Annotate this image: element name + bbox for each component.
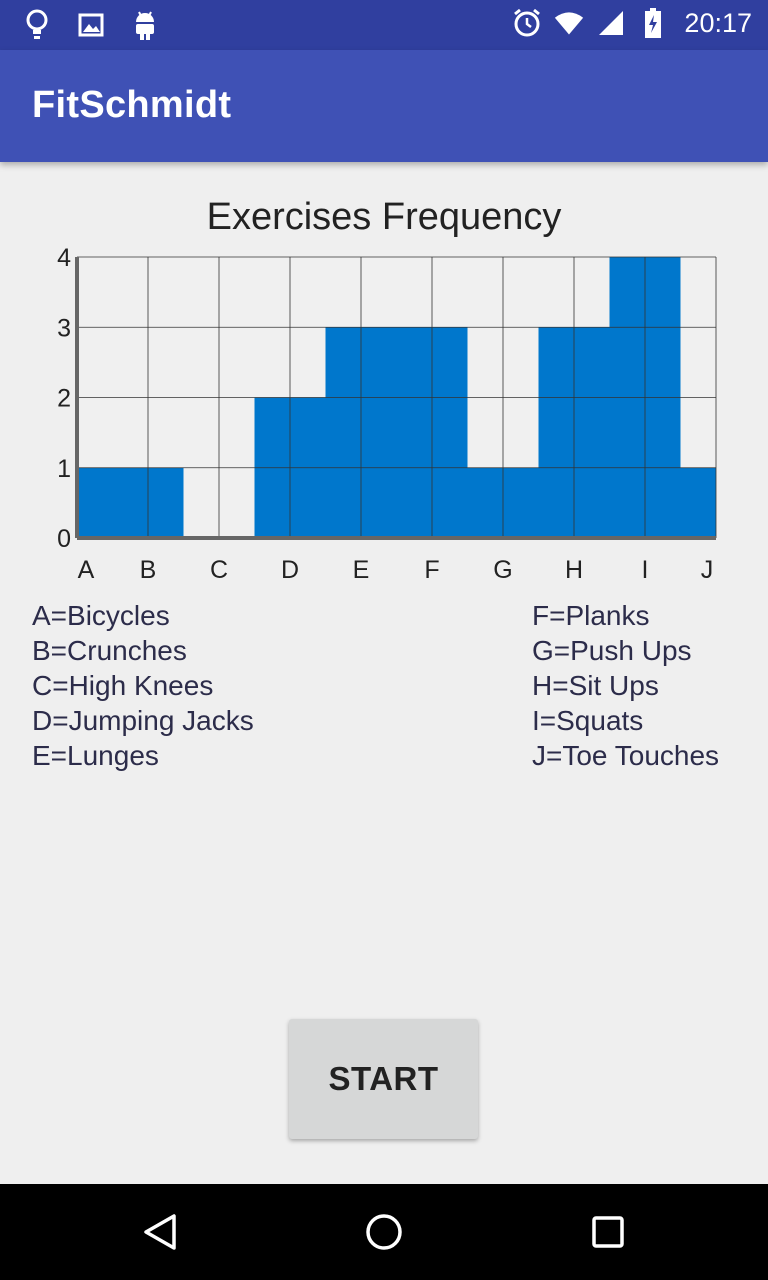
signal-icon: [596, 6, 626, 40]
x-tick-label: C: [210, 556, 228, 584]
start-button[interactable]: START: [289, 1019, 478, 1139]
back-icon[interactable]: [134, 1206, 186, 1258]
y-tick-label: 2: [57, 385, 71, 413]
app-title: FitSchmidt: [32, 84, 232, 126]
bar-a: [77, 467, 113, 538]
lightbulb-icon: [22, 8, 52, 42]
recents-icon[interactable]: [582, 1206, 634, 1258]
navigation-bar: [0, 1184, 768, 1280]
y-tick-label: 1: [57, 455, 71, 483]
legend-item-c: C=High Knees: [32, 670, 214, 701]
x-tick-label: H: [565, 556, 583, 584]
legend-item-g: G=Push Ups: [532, 635, 692, 666]
legend-item-f: F=Planks: [532, 600, 650, 631]
legend-item-d: D=Jumping Jacks: [32, 705, 254, 736]
x-tick-label: B: [140, 556, 157, 584]
legend-item-e: E=Lunges: [32, 740, 159, 771]
x-tick-label: J: [701, 556, 714, 584]
legend-item-h: H=Sit Ups: [532, 670, 659, 701]
clock: 20:17: [684, 7, 752, 38]
wifi-icon: [554, 6, 584, 40]
notification-icons: [22, 8, 160, 42]
legend-left: A=Bicycles B=Crunches C=High Knees D=Jum…: [32, 598, 254, 773]
bar-j: [680, 467, 716, 538]
home-icon[interactable]: [358, 1206, 410, 1258]
legend-item-b: B=Crunches: [32, 635, 187, 666]
y-tick-label: 4: [57, 244, 71, 272]
exercise-frequency-chart: 0 1 2 3 4 A B C D E F G H I J: [57, 244, 717, 584]
app-bar: FitSchmidt: [0, 50, 768, 162]
y-tick-label: 3: [57, 314, 71, 342]
image-icon: [76, 8, 106, 42]
android-icon: [130, 8, 160, 42]
battery-charging-icon: [638, 6, 668, 40]
alarm-icon: [512, 6, 542, 40]
x-tick-label: E: [353, 556, 370, 584]
x-tick-label: A: [78, 556, 95, 584]
chart-title: Exercises Frequency: [206, 196, 562, 238]
legend-item-a: A=Bicycles: [32, 600, 170, 631]
legend-item-i: I=Squats: [532, 705, 644, 736]
legend-right: F=Planks G=Push Ups H=Sit Ups I=Squats J…: [532, 598, 719, 773]
y-tick-label: 0: [57, 525, 71, 553]
x-tick-label: G: [493, 556, 512, 584]
x-tick-label: I: [642, 556, 649, 584]
x-tick-label: D: [281, 556, 299, 584]
system-icons: 20:17: [512, 6, 752, 40]
x-tick-label: F: [424, 556, 439, 584]
status-bar: 20:17: [0, 0, 768, 50]
legend-item-j: J=Toe Touches: [532, 740, 720, 771]
